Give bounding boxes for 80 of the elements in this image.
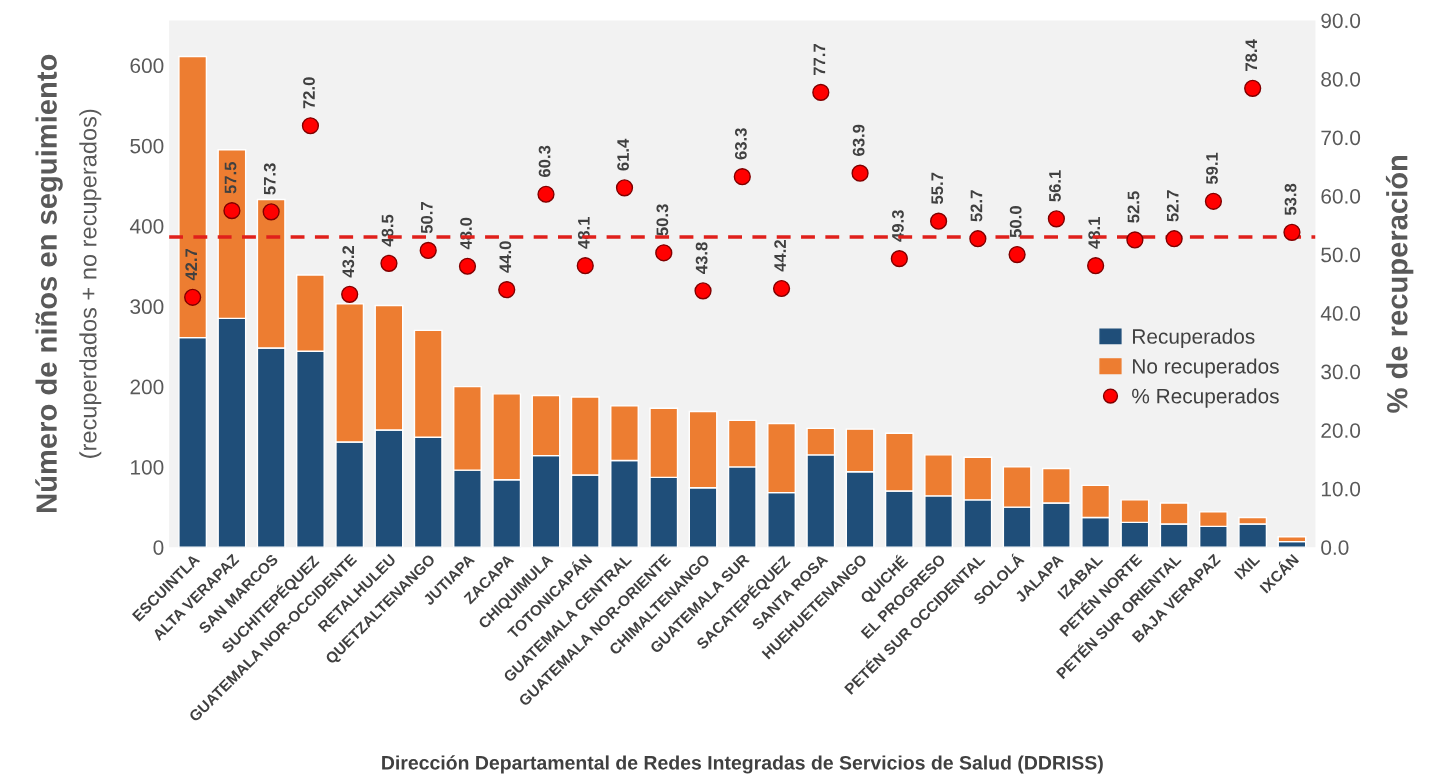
- point: [184, 288, 202, 306]
- y-tick-label: 600: [130, 58, 164, 74]
- data-label: 53.8: [1284, 183, 1297, 216]
- data-label: 42.7: [185, 248, 197, 281]
- point: [341, 285, 359, 303]
- y2-tick-label: 20.0: [1321, 423, 1361, 438]
- y2-tick-label: 10.0: [1321, 481, 1361, 497]
- y2-tick-label: 90.0: [1321, 13, 1361, 29]
- legend-label: No recuperados: [1133, 358, 1279, 378]
- point: [655, 244, 673, 262]
- point: [498, 281, 516, 299]
- legend-label: % Recuperados: [1132, 388, 1279, 408]
- point: [1165, 230, 1183, 248]
- y-tick-label: 200: [130, 379, 164, 395]
- point: [419, 241, 437, 260]
- data-label: 44.2: [774, 240, 786, 272]
- data-label: 77.7: [813, 44, 826, 75]
- point: [458, 257, 477, 275]
- data-label: 52.5: [1127, 191, 1140, 223]
- data-label: 43.2: [342, 245, 355, 278]
- point: [380, 254, 398, 272]
- point: [733, 168, 751, 186]
- y-tick-label: 300: [130, 299, 164, 315]
- y2-tick-label: 40.0: [1320, 306, 1361, 321]
- data-label: 43.8: [695, 242, 708, 274]
- point: [615, 179, 634, 197]
- x-axis-title: Dirección Departamental de Redes Integradas de Servicios de Salud (DDRISS): [382, 755, 1103, 774]
- point: [969, 230, 987, 248]
- text: Número de niños en seguimiento (recuperdados + no recuperados): [35, 54, 102, 512]
- point: [537, 185, 555, 203]
- y2-tick-label: 60.0: [1321, 189, 1361, 204]
- data-label: 52.7: [1166, 190, 1179, 222]
- y2-tick-label: 30.0: [1321, 364, 1361, 380]
- point: [1204, 192, 1223, 210]
- y2-tick-label: 70.0: [1321, 130, 1361, 146]
- data-label: 63.9: [852, 124, 865, 156]
- data-label: 44.0: [499, 241, 512, 273]
- y2-tick-label: 80.0: [1321, 71, 1361, 87]
- point: [301, 117, 320, 135]
- data-label: 50.3: [656, 204, 669, 236]
- y-tick-label: 500: [130, 138, 164, 154]
- data-label: 61.4: [617, 138, 629, 171]
- y-tick-label: 400: [129, 218, 164, 234]
- point: [890, 250, 908, 268]
- data-label: 50.0: [1009, 206, 1022, 238]
- point: [1008, 245, 1026, 264]
- legend-label: Recuperados: [1133, 328, 1255, 348]
- data-label: 56.1: [1049, 170, 1061, 202]
- y2-tick-label: 50.0: [1321, 247, 1361, 263]
- y-tick-label: 0: [153, 540, 164, 555]
- x-tick-label: IXIL: [1233, 553, 1261, 580]
- data-label: 72.0: [303, 77, 315, 109]
- point: [772, 279, 791, 298]
- point: [1087, 257, 1105, 275]
- point: [576, 257, 594, 275]
- y2-axis-title: % de recuperación: [1385, 155, 1414, 413]
- data-label: 60.3: [538, 145, 551, 177]
- data-label: 57.3: [263, 163, 276, 195]
- point: [694, 282, 712, 300]
- point: [1126, 231, 1144, 249]
- data-label: 49.3: [892, 210, 904, 242]
- bar: [1277, 536, 1307, 543]
- y-tick-label: 100: [131, 459, 164, 475]
- data-label: 50.7: [420, 202, 433, 234]
- data-label: 63.3: [734, 128, 747, 160]
- point: [262, 203, 280, 221]
- point: [1047, 210, 1065, 228]
- data-label: 52.7: [970, 190, 983, 222]
- data-label: 59.1: [1206, 152, 1218, 185]
- point: [929, 212, 948, 230]
- point: [1283, 223, 1301, 241]
- data-label: 57.5: [224, 161, 237, 194]
- point: [851, 164, 869, 182]
- y2-tick-label: 0.0: [1321, 540, 1349, 555]
- data-label: 48.5: [381, 214, 394, 247]
- data-label: 55.7: [931, 172, 944, 204]
- point: [223, 202, 241, 220]
- point: [1244, 79, 1262, 97]
- data-label: 78.4: [1245, 39, 1258, 71]
- point: [812, 83, 830, 101]
